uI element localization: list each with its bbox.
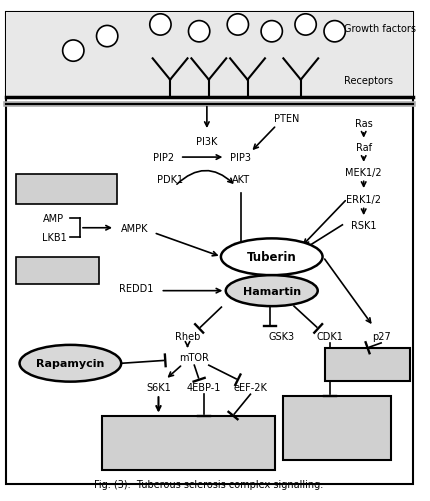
Text: Raf: Raf (355, 143, 371, 153)
Text: Hamartin: Hamartin (242, 286, 300, 296)
Circle shape (261, 22, 282, 43)
Text: Low energy: Low energy (34, 185, 98, 194)
FancyBboxPatch shape (102, 416, 274, 470)
Text: Growth factors: Growth factors (344, 24, 415, 34)
FancyBboxPatch shape (16, 257, 99, 284)
Text: Cell cycle: Cell cycle (307, 411, 365, 421)
FancyBboxPatch shape (324, 348, 409, 381)
Text: S6K1: S6K1 (146, 383, 170, 393)
Circle shape (227, 15, 248, 36)
FancyBboxPatch shape (6, 13, 412, 484)
Text: PTEN: PTEN (273, 114, 298, 124)
Text: Ras: Ras (354, 119, 372, 129)
Ellipse shape (225, 276, 317, 307)
Circle shape (188, 22, 209, 43)
Text: Protein synthesis: Protein synthesis (134, 431, 243, 441)
Text: PDK1: PDK1 (157, 175, 183, 185)
Text: Receptors: Receptors (344, 76, 393, 86)
Text: CDK1: CDK1 (316, 332, 342, 342)
Text: ERK1/2: ERK1/2 (345, 194, 380, 204)
Text: PIP3: PIP3 (230, 153, 251, 163)
Text: AMP: AMP (43, 213, 64, 223)
Text: PI3K: PI3K (196, 136, 217, 146)
Text: AKT: AKT (231, 175, 249, 185)
Text: cell cycle: cell cycle (340, 360, 394, 369)
Text: Rapamycin: Rapamycin (36, 359, 104, 369)
Text: eEF-2K: eEF-2K (233, 383, 267, 393)
FancyBboxPatch shape (16, 175, 117, 204)
Text: and cell growth: and cell growth (140, 448, 236, 458)
Text: RSK1: RSK1 (350, 220, 375, 230)
Ellipse shape (19, 345, 121, 382)
Text: Fig. (3).  Tuberous sclerosis complex signalling.: Fig. (3). Tuberous sclerosis complex sig… (94, 479, 322, 489)
Text: phases: phases (314, 445, 358, 455)
Circle shape (323, 22, 344, 43)
Ellipse shape (221, 239, 322, 276)
Text: AMPK: AMPK (120, 223, 147, 233)
Circle shape (294, 15, 316, 36)
Text: mTOR: mTOR (179, 353, 209, 363)
Text: Rheb: Rheb (175, 332, 200, 342)
Text: REDD1: REDD1 (119, 283, 153, 293)
Text: PIP2: PIP2 (152, 153, 173, 163)
Text: GSK3: GSK3 (268, 332, 294, 342)
Circle shape (149, 15, 171, 36)
FancyBboxPatch shape (283, 396, 390, 460)
Circle shape (62, 41, 84, 62)
Text: LKB1: LKB1 (41, 233, 66, 243)
Text: Hypoxia: Hypoxia (35, 266, 80, 276)
Text: Tuberin: Tuberin (246, 251, 296, 264)
Circle shape (96, 27, 117, 48)
Text: MEK1/2: MEK1/2 (344, 167, 381, 177)
Text: p27: p27 (371, 332, 390, 342)
Text: G2 - M: G2 - M (316, 428, 356, 438)
FancyBboxPatch shape (6, 13, 412, 98)
Text: 4EBP-1: 4EBP-1 (186, 383, 221, 393)
